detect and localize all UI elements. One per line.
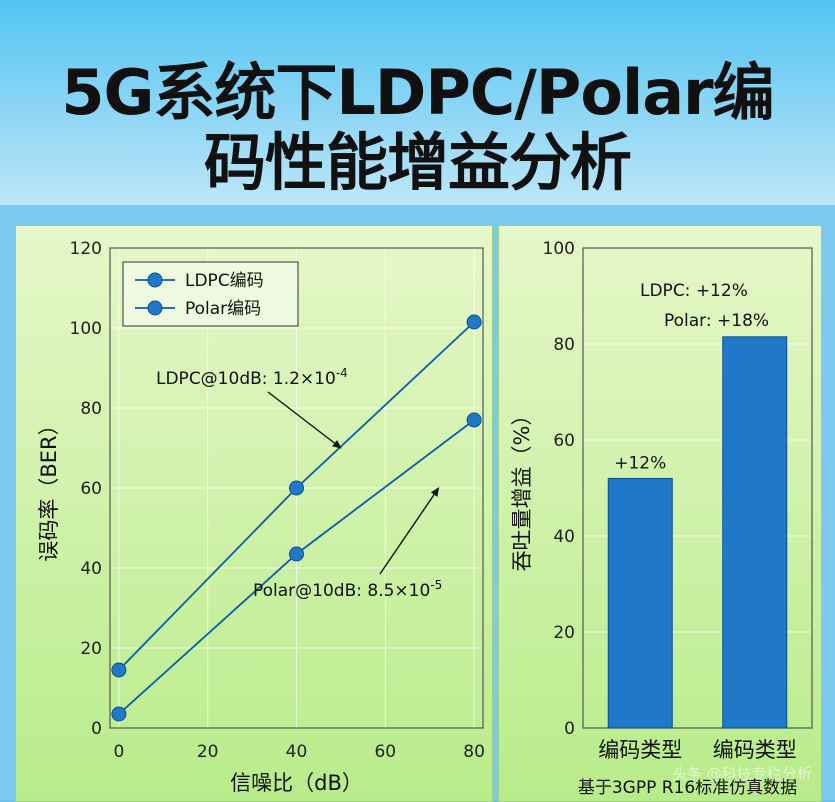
legend-swatch-marker [147,300,163,316]
bar-chart-ytick-label: 60 [553,431,575,451]
page-title-line-2: 码性能增益分析 [203,126,632,199]
bar-chart-ytick-label: 0 [564,719,575,739]
legend-entry-label: LDPC编码 [185,271,264,291]
line-chart-ytick-label: 20 [80,639,102,659]
bar-chart-bar-2 [722,336,788,729]
line-chart-annotation-1: LDPC@10dB: 1.2×10-4 [156,366,348,389]
bar-chart-plot-frame [582,247,813,729]
line-chart-xtick-label: 80 [463,742,485,762]
bar-chart-ytick-label: 100 [543,239,575,259]
bar-chart-category-label: 编码类型 [598,738,682,762]
bar-chart-value-label: +12% [614,453,666,473]
line-chart-ytick-label: 120 [70,239,102,259]
line-chart-ytick-label: 40 [80,559,102,579]
line-chart-xtick-label: 0 [113,742,124,762]
bar-chart-y-axis-label: 吞吐量增益（%） [510,405,534,572]
line-chart-xtick-label: 60 [374,742,396,762]
line-chart-ytick-label: 60 [80,479,102,499]
line-chart-ytick-label: 100 [70,319,102,339]
line-chart-annotation-2: Polar@10dB: 8.5×10-5 [253,578,442,601]
bar-chart-annotation-ldpc: LDPC: +12% [640,281,748,301]
line-chart-point-series-1 [466,314,482,330]
line-chart-xtick-label: 40 [286,742,308,762]
line-chart-ytick-label: 80 [80,399,102,419]
title-banner: 5G系统下LDPC/Polar编 码性能增益分析 [0,0,835,205]
line-chart-y-axis-label: 误码率（BER） [37,414,61,561]
bar-chart-category-label: 编码类型 [713,738,797,762]
bar-chart-annotation-polar: Polar: +18% [664,311,769,331]
bar-chart-source-note: 基于3GPP R16标准仿真数据 [578,778,797,798]
line-chart-point-series-2 [111,706,127,722]
line-chart-point-series-1 [289,480,304,496]
watermark: 头条 @科技专栏分析 [672,765,812,783]
bar-chart-ytick-label: 40 [553,527,575,547]
line-chart-legend-box [122,261,299,327]
line-chart-ytick-label: 0 [91,719,102,739]
line-chart-point-series-2 [289,546,304,562]
bar-chart-ytick-label: 80 [553,335,575,355]
line-chart-x-axis-label: 信噪比（dB） [230,771,363,795]
line-chart-xtick-label: 20 [197,742,219,762]
line-chart-annotation-arrow-1 [267,391,342,449]
bar-chart-bar-1 [607,477,673,729]
legend-entry-label: Polar编码 [185,299,261,319]
line-chart-point-series-1 [111,662,127,678]
bar-chart-ytick-label: 20 [553,623,575,643]
page-title-line-1: 5G系统下LDPC/Polar编 [61,56,774,129]
line-chart-point-series-2 [466,412,482,428]
line-chart-annotation-arrow-2 [379,487,440,575]
line-chart-plot-frame [109,247,484,729]
legend-swatch-marker [147,272,163,288]
